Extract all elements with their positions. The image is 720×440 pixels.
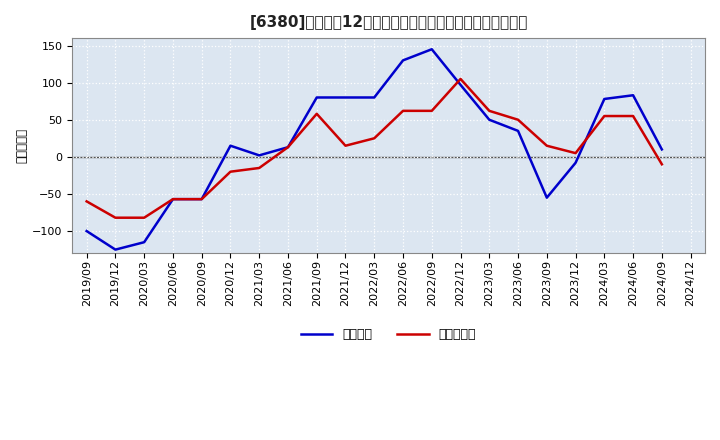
経常利益: [456, 82, 465, 88]
経常利益: [255, 153, 264, 158]
当期純利益: [370, 136, 379, 141]
経常利益: [571, 160, 580, 165]
当期純利益: [111, 215, 120, 220]
当期純利益: [140, 215, 148, 220]
当期純利益: [284, 145, 292, 150]
当期純利益: [226, 169, 235, 174]
当期純利益: [197, 197, 206, 202]
当期純利益: [485, 108, 494, 114]
当期純利益: [514, 117, 523, 122]
経常利益: [197, 197, 206, 202]
Line: 経常利益: 経常利益: [86, 49, 662, 249]
経常利益: [140, 239, 148, 245]
当期純利益: [571, 150, 580, 156]
当期純利益: [657, 161, 666, 167]
当期純利益: [82, 199, 91, 204]
経常利益: [168, 197, 177, 202]
当期純利益: [255, 165, 264, 171]
当期純利益: [341, 143, 350, 148]
Legend: 経常利益, 当期純利益: 経常利益, 当期純利益: [301, 328, 476, 341]
Line: 当期純利益: 当期純利益: [86, 79, 662, 218]
経常利益: [542, 195, 551, 200]
Y-axis label: （百万円）: （百万円）: [15, 128, 28, 163]
当期純利益: [312, 111, 321, 117]
経常利益: [629, 92, 637, 98]
当期純利益: [600, 114, 608, 119]
経常利益: [284, 145, 292, 150]
経常利益: [485, 117, 494, 122]
経常利益: [341, 95, 350, 100]
経常利益: [226, 143, 235, 148]
経常利益: [657, 147, 666, 152]
当期純利益: [542, 143, 551, 148]
当期純利益: [456, 76, 465, 81]
経常利益: [600, 96, 608, 102]
経常利益: [514, 128, 523, 133]
経常利益: [399, 58, 408, 63]
当期純利益: [629, 114, 637, 119]
Title: [6380]　利益だ12か月移動合計の対前年同期増減額の推移: [6380] 利益だ12か月移動合計の対前年同期増減額の推移: [249, 15, 528, 30]
経常利益: [111, 247, 120, 252]
経常利益: [428, 47, 436, 52]
経常利益: [82, 228, 91, 234]
経常利益: [312, 95, 321, 100]
当期純利益: [168, 197, 177, 202]
当期純利益: [399, 108, 408, 114]
経常利益: [370, 95, 379, 100]
当期純利益: [428, 108, 436, 114]
